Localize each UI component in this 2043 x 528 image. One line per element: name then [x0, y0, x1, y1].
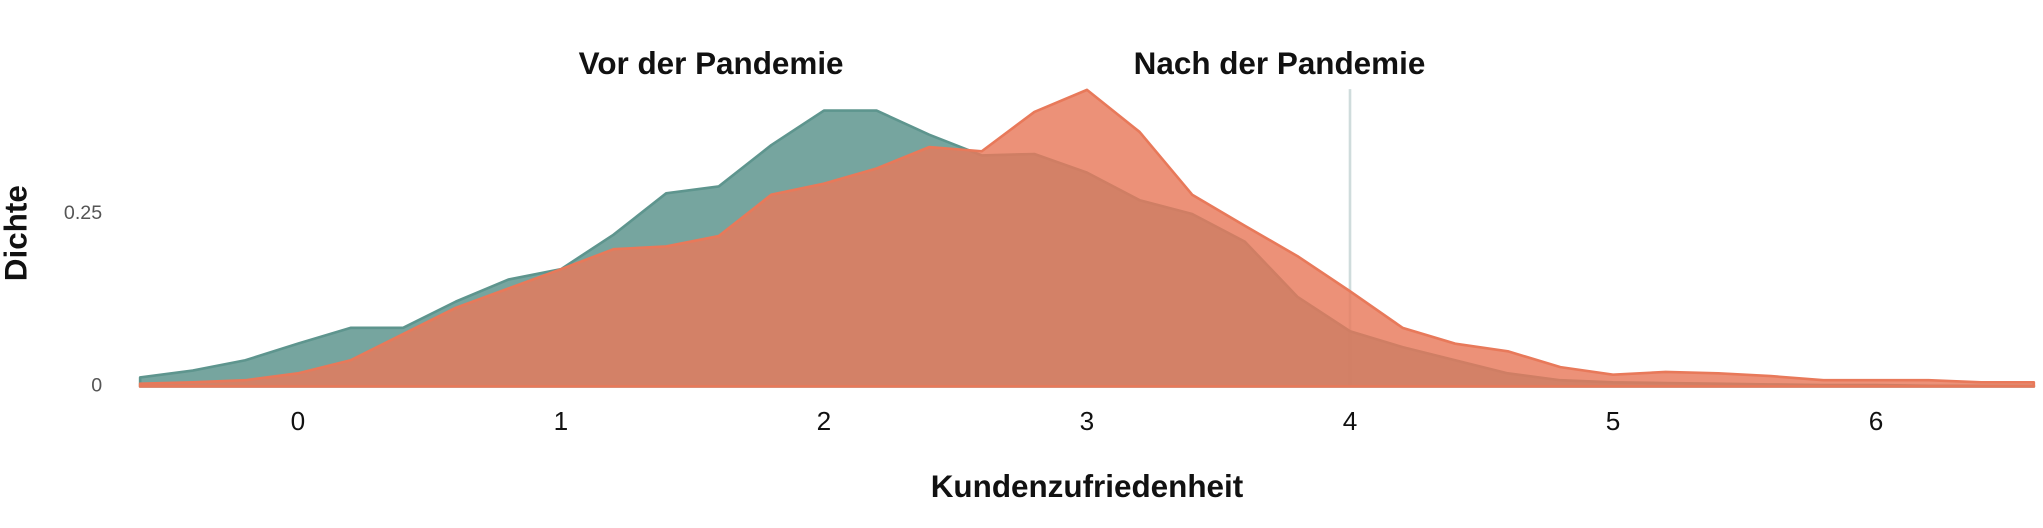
x-tick-label: 6 [1869, 406, 1884, 436]
y-tick-label: 0 [91, 375, 102, 397]
x-tick-label: 1 [554, 406, 569, 436]
x-tick-label: 3 [1080, 406, 1095, 436]
x-tick-label: 4 [1343, 406, 1358, 436]
x-tick-label: 0 [291, 406, 306, 436]
series-label: Nach der Pandemie [1134, 46, 1426, 81]
y-axis-label: Dichte [0, 185, 34, 281]
x-axis-label: Kundenzufriedenheit [931, 469, 1244, 504]
density-area [138, 88, 2036, 388]
series-label: Vor der Pandemie [579, 46, 844, 81]
x-tick-label: 5 [1606, 406, 1621, 436]
y-tick-label: 0.25 [64, 202, 102, 224]
x-tick-label: 2 [817, 406, 832, 436]
